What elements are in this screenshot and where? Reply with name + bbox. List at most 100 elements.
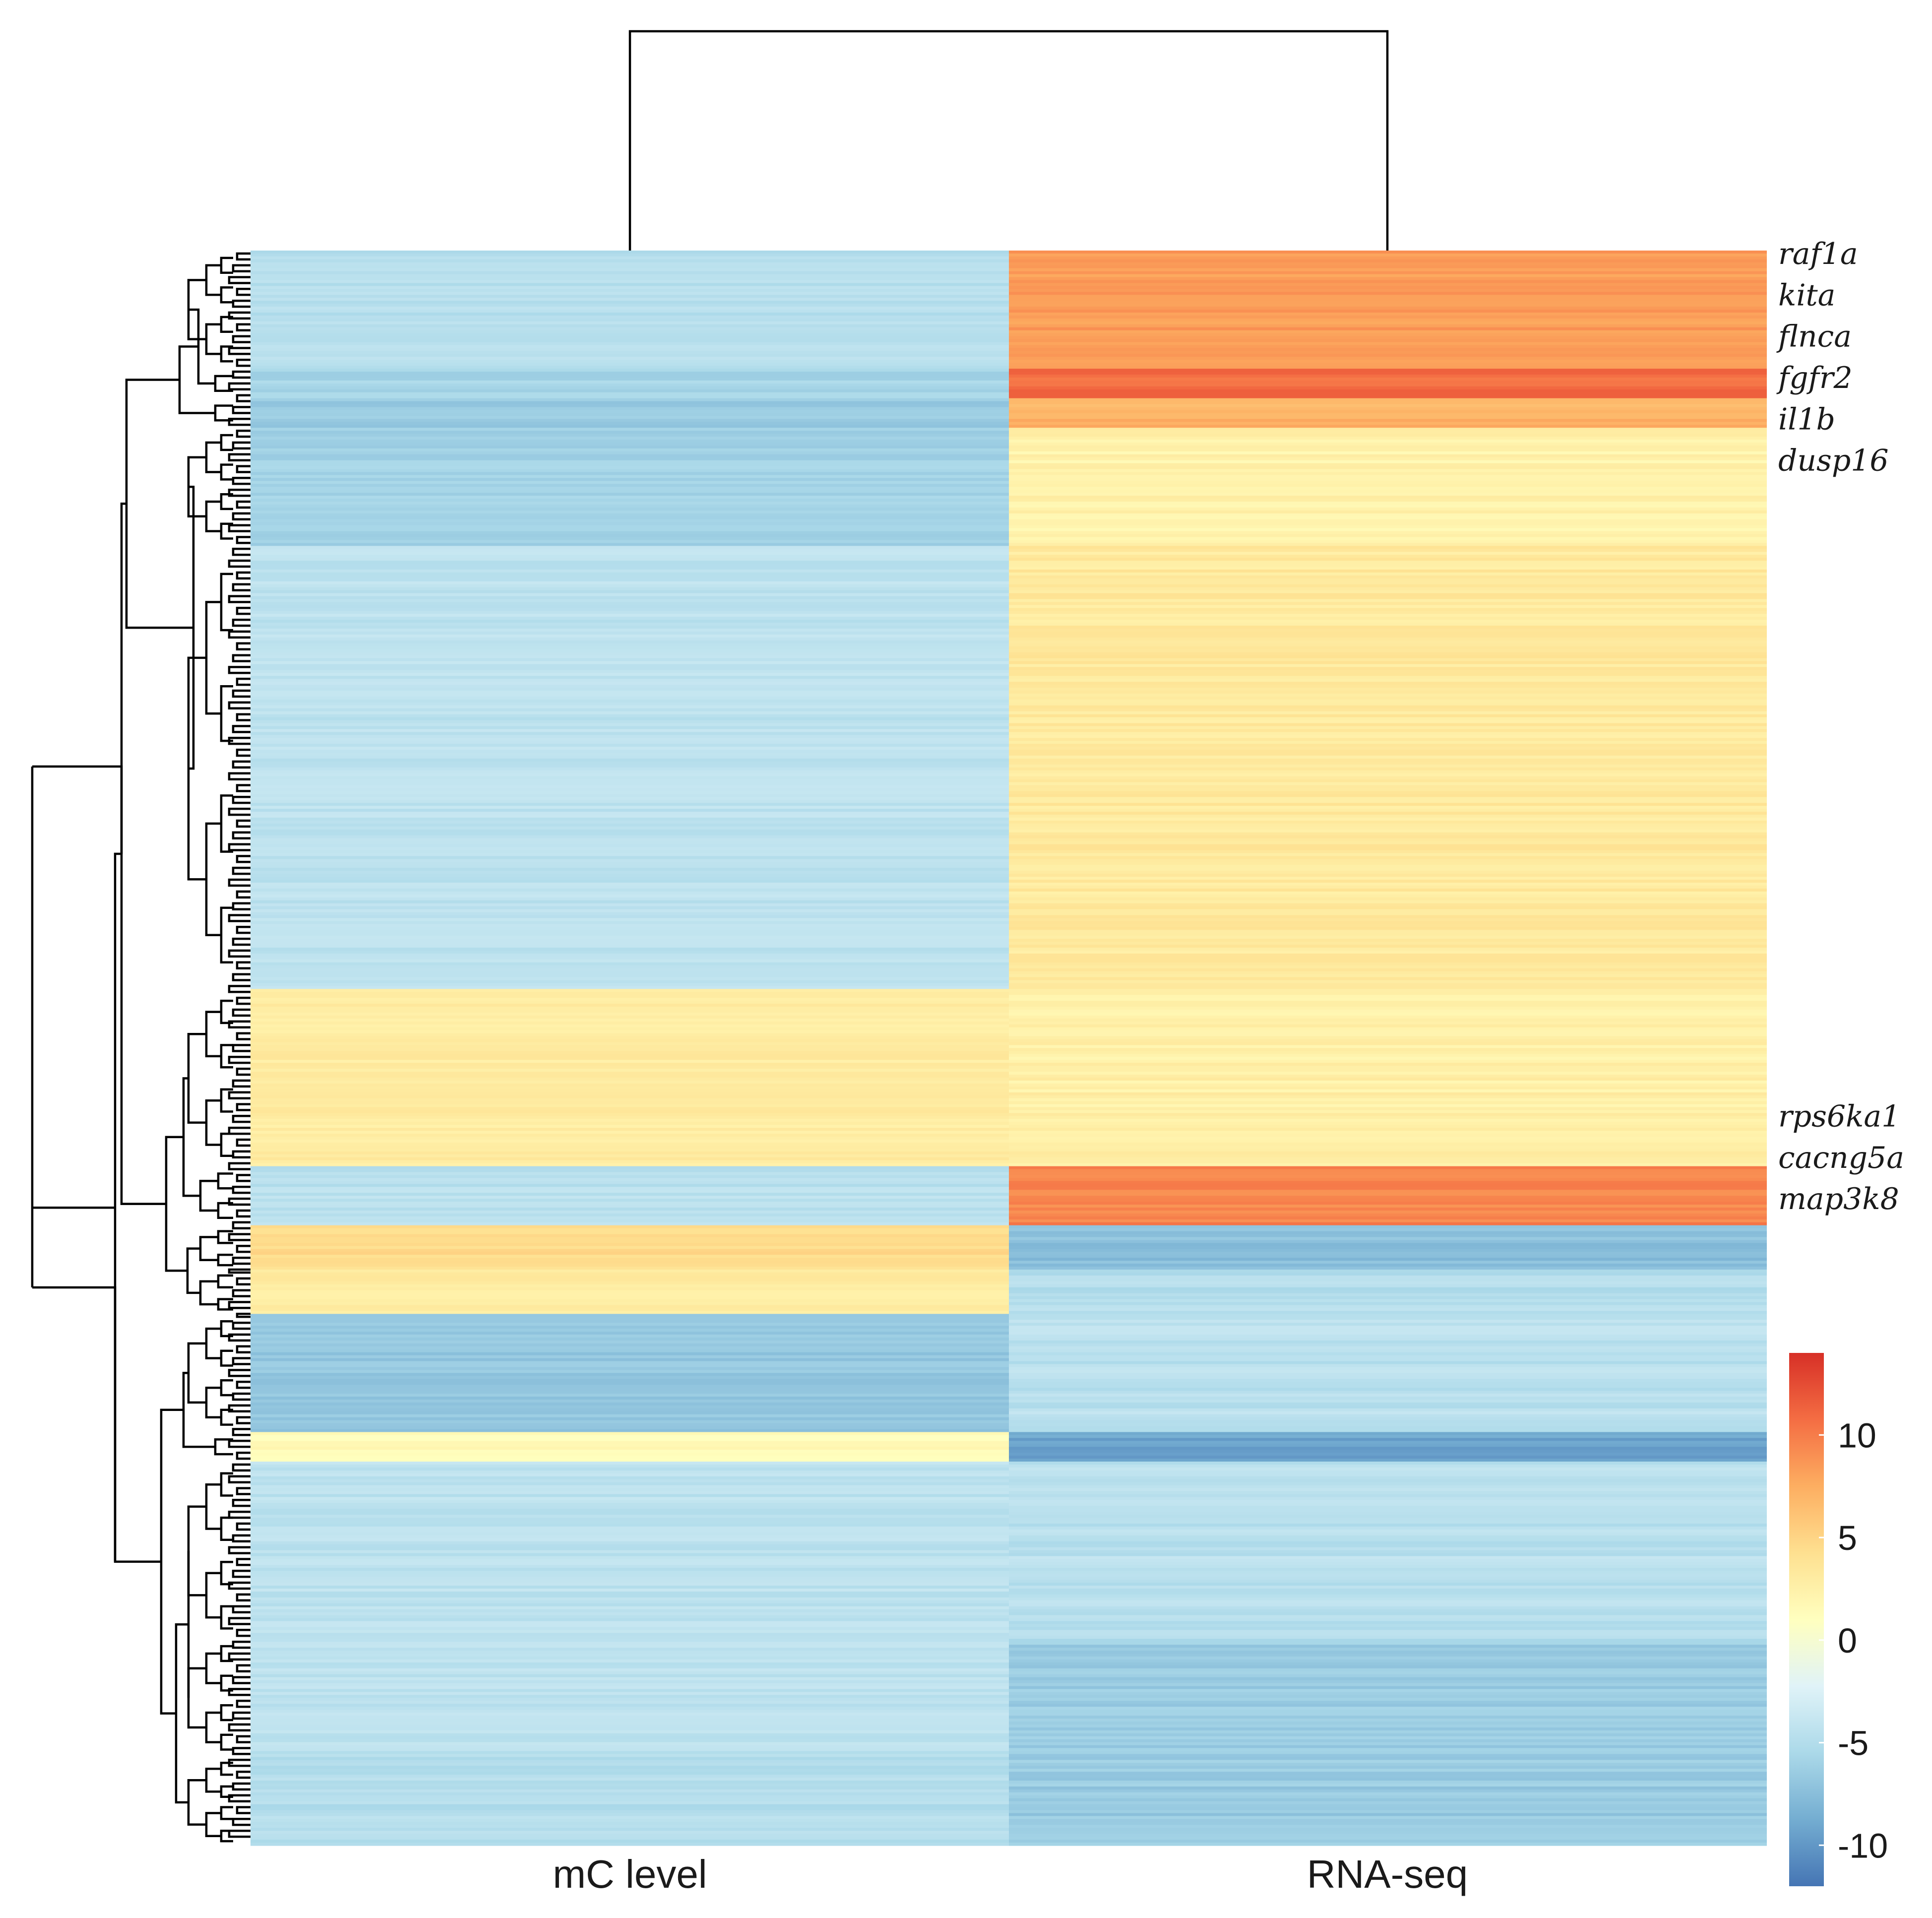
heatmap-cell-rna-seq (1009, 1497, 1767, 1501)
heatmap-cell-rna-seq (1009, 1258, 1767, 1261)
heatmap-cell-rna-seq (1009, 336, 1767, 340)
heatmap-cell-rna-seq (1009, 883, 1767, 886)
heatmap-cell-rna-seq (1009, 1763, 1767, 1766)
heatmap-cell-mc-level (250, 720, 1009, 724)
heatmap-cell-rna-seq (1009, 1246, 1767, 1249)
heatmap-cell-rna-seq (1009, 1432, 1767, 1436)
row-dendrogram-branch (228, 1127, 250, 1135)
heatmap-cell-rna-seq (1009, 824, 1767, 827)
heatmap-cell-rna-seq (1009, 1001, 1767, 1007)
row-dendrogram-branch (232, 760, 250, 769)
heatmap-cell-mc-level (250, 262, 1009, 266)
heatmap-cell-mc-level (250, 747, 1009, 750)
heatmap-cell-mc-level (250, 1045, 1009, 1049)
heatmap-cell-rna-seq (1009, 1364, 1767, 1368)
heatmap-cell-rna-seq (1009, 1521, 1767, 1524)
heatmap-cell-mc-level (250, 1766, 1009, 1769)
heatmap-cell-rna-seq (1009, 1379, 1767, 1382)
heatmap-cell-rna-seq (1009, 1089, 1767, 1093)
heatmap-cell-mc-level (250, 803, 1009, 806)
heatmap-cell-rna-seq (1009, 776, 1767, 780)
heatmap-cell-rna-seq (1009, 1199, 1767, 1202)
heatmap-cell-rna-seq (1009, 1724, 1767, 1728)
heatmap-cell-rna-seq (1009, 1586, 1767, 1589)
heatmap-cell-rna-seq (1009, 590, 1767, 594)
heatmap-cell-mc-level (250, 593, 1009, 597)
heatmap-cell-rna-seq (1009, 685, 1767, 688)
heatmap-cell-rna-seq (1009, 1299, 1767, 1303)
heatmap-cell-mc-level (250, 838, 1009, 842)
heatmap-cell-rna-seq (1009, 894, 1767, 898)
heatmap-cell-rna-seq (1009, 1494, 1767, 1498)
heatmap-cell-rna-seq (1009, 983, 1767, 987)
heatmap-cell-mc-level (250, 584, 1009, 588)
heatmap-cell-mc-level (250, 883, 1009, 886)
heatmap-cell-mc-level (250, 472, 1009, 476)
heatmap-cell-rna-seq (1009, 507, 1767, 511)
heatmap-cell-rna-seq (1009, 366, 1767, 369)
heatmap-cell-rna-seq (1009, 513, 1767, 517)
heatmap-cell-mc-level (250, 1042, 1009, 1046)
heatmap-cell-rna-seq (1009, 599, 1767, 603)
heatmap-cell-rna-seq (1009, 1441, 1767, 1444)
heatmap-cell-mc-level (250, 369, 1009, 372)
heatmap-cell-rna-seq (1009, 699, 1767, 703)
heatmap-cell-mc-level (250, 313, 1009, 316)
heatmap-cell-rna-seq (1009, 502, 1767, 505)
row-dendrogram-branch (205, 264, 221, 296)
heatmap-cell-mc-level (250, 918, 1009, 922)
heatmap-cell-mc-level (250, 1837, 1009, 1840)
row-dendrogram-branch (236, 1067, 250, 1076)
heatmap-cell-rna-seq (1009, 1320, 1767, 1323)
heatmap-cell-mc-level (250, 1272, 1009, 1276)
heatmap-cell-rna-seq (1009, 927, 1767, 930)
row-dendrogram-branch (236, 500, 250, 509)
heatmap-cell-mc-level (250, 1470, 1009, 1474)
heatmap-cell-mc-level (250, 824, 1009, 827)
heatmap-cell-rna-seq (1009, 1210, 1767, 1214)
heatmap-cell-mc-level (250, 829, 1009, 833)
heatmap-cell-mc-level (250, 1733, 1009, 1737)
heatmap-cell-mc-level (250, 298, 1009, 301)
heatmap-cell-mc-level (250, 1775, 1009, 1778)
row-dendrogram-branch (232, 1534, 250, 1543)
heatmap-cell-rna-seq (1009, 782, 1767, 786)
heatmap-cell-rna-seq (1009, 756, 1767, 759)
row-dendrogram-branch (220, 1704, 233, 1722)
row-dendrogram-branch (236, 1487, 250, 1495)
row-dendrogram-branch (228, 630, 250, 639)
heatmap-cell-rna-seq (1009, 1243, 1767, 1246)
heatmap-cell-mc-level (250, 1086, 1009, 1090)
heatmap-cell-rna-seq (1009, 1402, 1767, 1406)
row-dendrogram-branch (175, 1623, 188, 1804)
heatmap-cell-rna-seq (1009, 1621, 1767, 1625)
heatmap-cell-mc-level (250, 1695, 1009, 1698)
heatmap-cell-mc-level (250, 1462, 1009, 1465)
gene-label-kita: kita (1778, 278, 1835, 313)
heatmap-cell-mc-level (250, 1609, 1009, 1613)
heatmap-cell-rna-seq (1009, 1571, 1767, 1574)
row-dendrogram-branch (236, 1806, 250, 1814)
heatmap-cell-mc-level (250, 327, 1009, 331)
heatmap-cell-rna-seq (1009, 333, 1767, 337)
row-dendrogram-branch (220, 256, 233, 274)
heatmap-cell-mc-level (250, 1234, 1009, 1238)
heatmap-cell-mc-level (250, 1199, 1009, 1202)
heatmap-cell-rna-seq (1009, 1255, 1767, 1258)
heatmap-cell-mc-level (250, 1453, 1009, 1456)
heatmap-cell-rna-seq (1009, 1405, 1767, 1409)
heatmap-cell-mc-level (250, 1075, 1009, 1078)
heatmap-cell-rna-seq (1009, 1388, 1767, 1391)
heatmap-cell-rna-seq (1009, 256, 1767, 260)
heatmap-cell-mc-level (250, 1583, 1009, 1586)
row-dendrogram-branch (232, 1428, 250, 1436)
heatmap-cell-rna-seq (1009, 419, 1767, 422)
heatmap-cell-rna-seq (1009, 1778, 1767, 1781)
heatmap-cell-mc-level (250, 307, 1009, 310)
heatmap-cell-rna-seq (1009, 593, 1767, 597)
heatmap-cell-rna-seq (1009, 1352, 1767, 1356)
heatmap-cell-rna-seq (1009, 717, 1767, 721)
row-dendrogram-branch (236, 323, 250, 332)
heatmap-cell-mc-level (250, 1586, 1009, 1589)
heatmap-cell-rna-seq (1009, 673, 1767, 676)
